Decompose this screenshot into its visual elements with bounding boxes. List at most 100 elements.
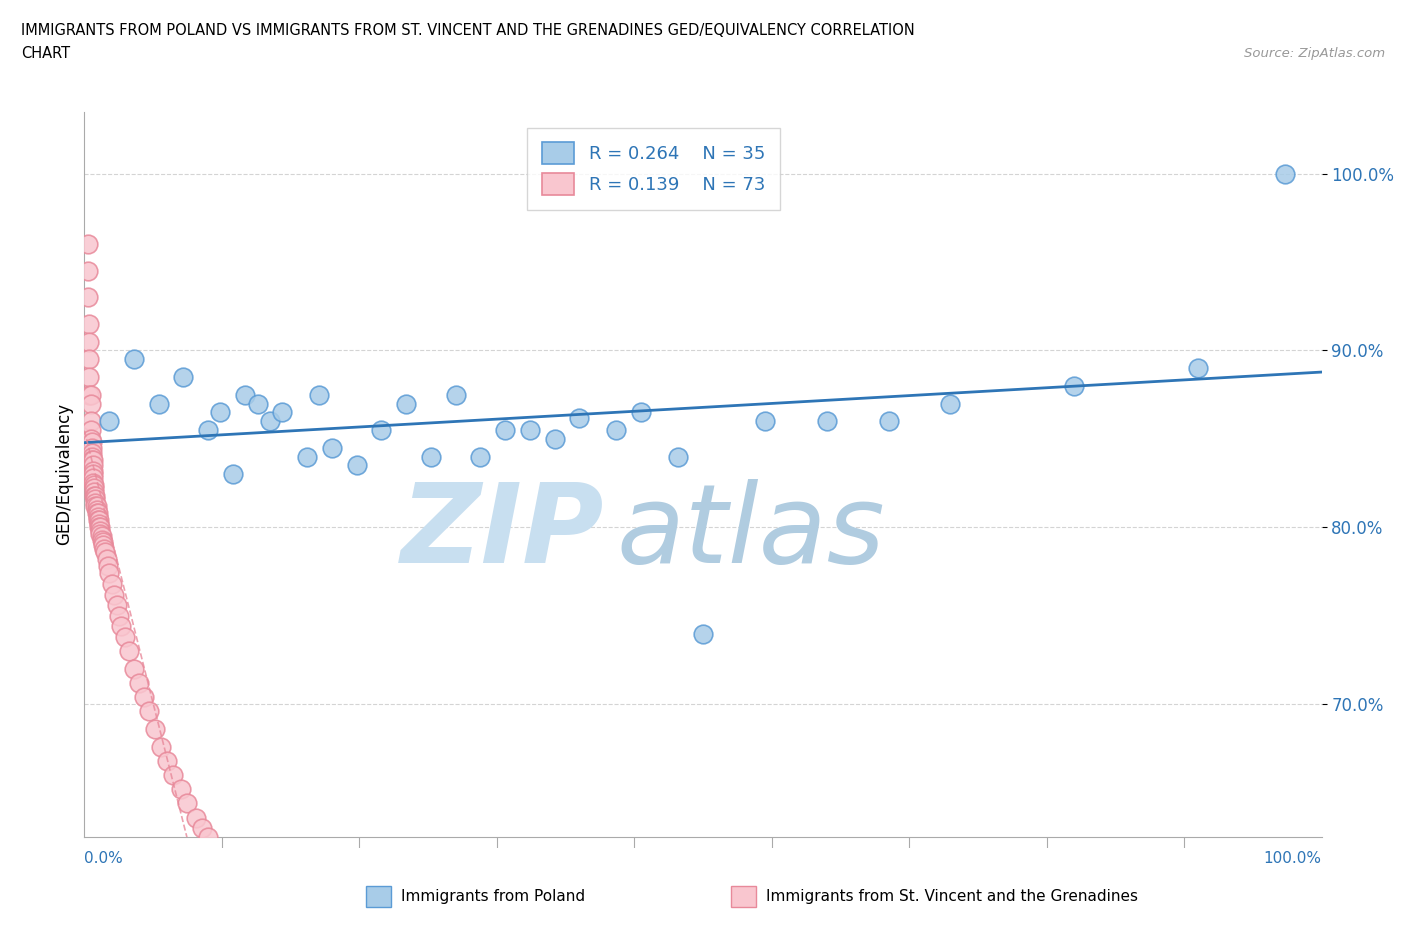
Point bbox=[89, 512, 111, 527]
Point bbox=[84, 492, 107, 507]
Point bbox=[77, 290, 100, 305]
Point bbox=[83, 488, 105, 503]
Point bbox=[86, 498, 108, 513]
Point bbox=[80, 435, 103, 450]
Point bbox=[630, 405, 652, 419]
Point bbox=[87, 506, 110, 521]
Point bbox=[128, 675, 150, 690]
Point bbox=[86, 502, 108, 517]
Point bbox=[815, 414, 838, 429]
Point bbox=[162, 767, 184, 782]
Point bbox=[82, 467, 104, 482]
Point bbox=[89, 520, 111, 535]
Point bbox=[79, 387, 101, 402]
Point bbox=[419, 449, 441, 464]
Point bbox=[1187, 361, 1209, 376]
Point bbox=[79, 352, 101, 366]
Point bbox=[754, 414, 776, 429]
Point bbox=[877, 414, 900, 429]
Point bbox=[308, 387, 330, 402]
Point bbox=[118, 644, 141, 658]
Point bbox=[77, 263, 100, 278]
Text: 0.0%: 0.0% bbox=[84, 851, 124, 866]
Point bbox=[80, 440, 103, 455]
Point bbox=[222, 467, 245, 482]
Point bbox=[91, 534, 114, 549]
Point bbox=[79, 369, 101, 384]
Point bbox=[79, 316, 101, 331]
Point bbox=[543, 432, 565, 446]
Point bbox=[568, 410, 591, 425]
Point bbox=[170, 782, 193, 797]
Point bbox=[100, 577, 122, 591]
Point bbox=[519, 422, 541, 437]
Point bbox=[80, 445, 103, 460]
Point bbox=[90, 529, 112, 544]
Point bbox=[295, 449, 318, 464]
Text: ZIP: ZIP bbox=[401, 479, 605, 586]
Y-axis label: GED/Equivalency: GED/Equivalency bbox=[55, 404, 73, 545]
Point bbox=[82, 476, 104, 491]
Point bbox=[91, 538, 114, 552]
Text: Immigrants from Poland: Immigrants from Poland bbox=[401, 889, 585, 904]
Point bbox=[84, 498, 107, 513]
Point bbox=[939, 396, 962, 411]
Point bbox=[132, 690, 155, 705]
Point bbox=[103, 587, 125, 602]
Point bbox=[84, 488, 107, 503]
Point bbox=[83, 481, 105, 496]
Point bbox=[156, 753, 179, 768]
Point bbox=[122, 661, 145, 676]
Text: 100.0%: 100.0% bbox=[1264, 851, 1322, 866]
Point bbox=[108, 608, 131, 623]
Point bbox=[98, 414, 121, 429]
Point bbox=[79, 422, 101, 437]
Point bbox=[96, 551, 118, 566]
Text: Immigrants from St. Vincent and the Grenadines: Immigrants from St. Vincent and the Gren… bbox=[766, 889, 1139, 904]
Point bbox=[86, 506, 108, 521]
Point bbox=[98, 566, 121, 581]
Point bbox=[89, 516, 111, 531]
Point bbox=[246, 396, 269, 411]
Point bbox=[94, 545, 117, 560]
Point bbox=[97, 559, 120, 574]
Text: Source: ZipAtlas.com: Source: ZipAtlas.com bbox=[1244, 46, 1385, 60]
Point bbox=[143, 722, 166, 737]
Point bbox=[138, 704, 160, 719]
Point bbox=[77, 237, 100, 252]
Point bbox=[84, 495, 107, 510]
Point bbox=[105, 598, 128, 613]
Point bbox=[197, 830, 219, 844]
Point bbox=[82, 458, 104, 472]
Point bbox=[692, 626, 714, 641]
Point bbox=[110, 619, 132, 634]
Point bbox=[87, 512, 110, 527]
Point bbox=[80, 449, 103, 464]
Point bbox=[122, 352, 145, 366]
Point bbox=[172, 369, 194, 384]
Point bbox=[80, 453, 103, 468]
Point bbox=[1063, 379, 1085, 393]
Point bbox=[191, 820, 214, 835]
Point bbox=[83, 477, 105, 492]
Point bbox=[259, 414, 281, 429]
Point bbox=[82, 453, 104, 468]
Point bbox=[197, 422, 219, 437]
Point bbox=[79, 432, 101, 446]
Point bbox=[346, 458, 368, 472]
Point bbox=[93, 541, 115, 556]
Point bbox=[444, 387, 467, 402]
Point bbox=[90, 532, 112, 547]
Point bbox=[605, 422, 627, 437]
Point bbox=[82, 471, 104, 485]
Point bbox=[114, 630, 136, 644]
Point bbox=[470, 449, 492, 464]
Point bbox=[494, 422, 516, 437]
Point bbox=[83, 485, 105, 499]
Point bbox=[184, 810, 207, 825]
Point bbox=[89, 520, 111, 535]
Text: atlas: atlas bbox=[616, 479, 884, 586]
Point bbox=[209, 405, 232, 419]
Point bbox=[150, 739, 173, 754]
Point bbox=[370, 422, 392, 437]
